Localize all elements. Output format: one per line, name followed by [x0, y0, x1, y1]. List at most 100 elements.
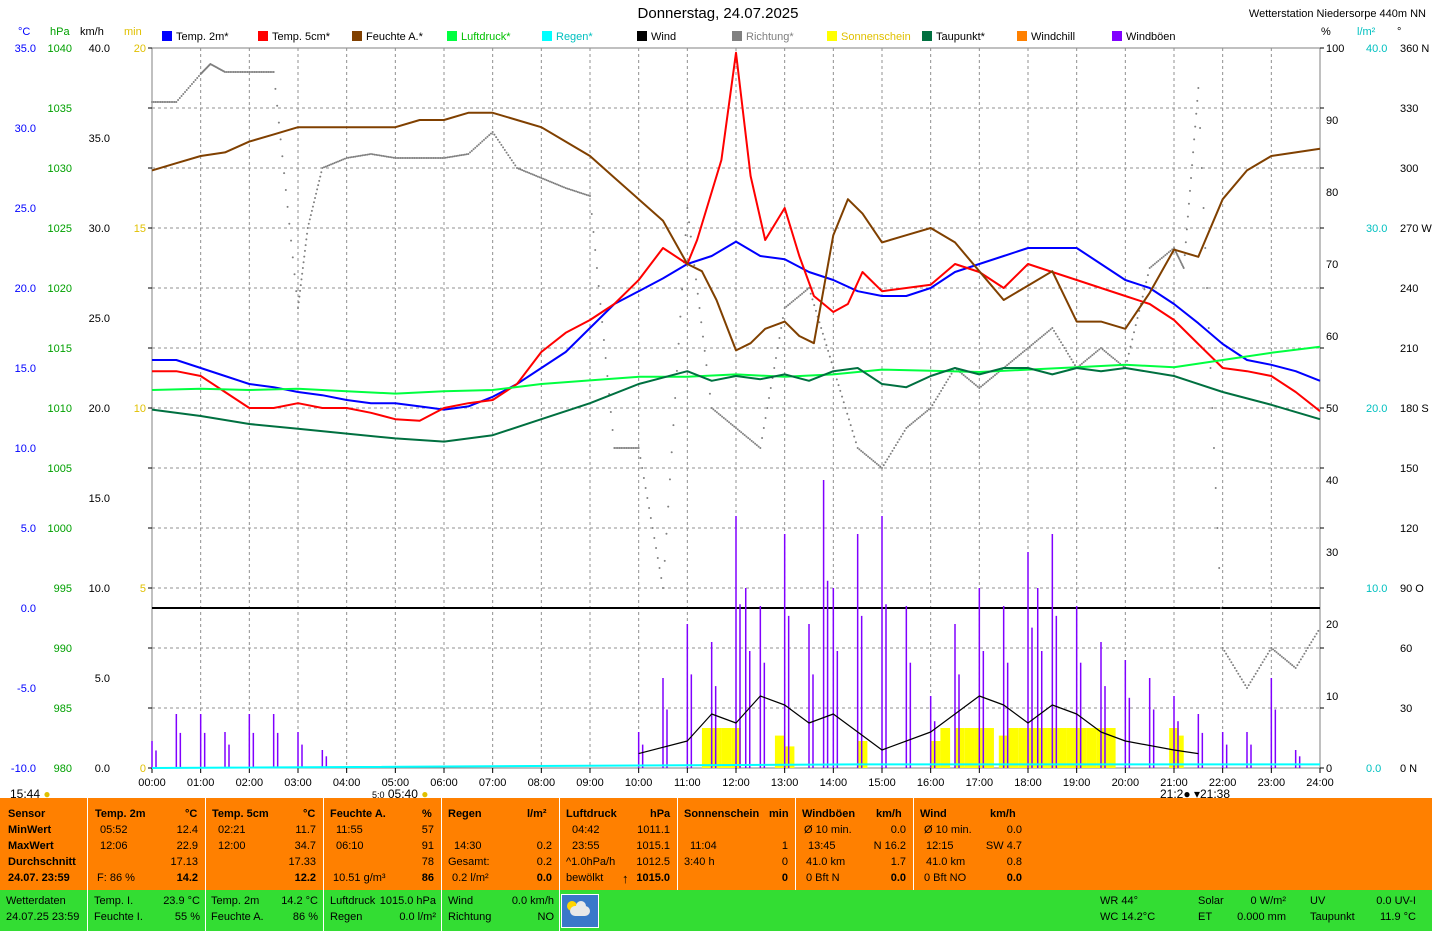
direction-point: [423, 157, 426, 159]
direction-point: [748, 438, 751, 441]
direction-point: [1317, 629, 1320, 632]
direction-point: [375, 153, 378, 156]
divider: [205, 890, 206, 931]
direction-point: [1037, 338, 1040, 341]
direction-point: [929, 407, 932, 409]
moon-icon: ●: [1183, 787, 1191, 801]
direction-point: [759, 447, 762, 449]
direction-point: [413, 157, 416, 159]
direction-point: [811, 298, 814, 301]
direction-point: [307, 222, 310, 225]
direction-point: [601, 321, 604, 323]
luftdruck-min-val: 1011.1: [637, 824, 670, 836]
rain_lm2-tick-label: 10.0: [1366, 583, 1387, 595]
wetterdaten-time: 24.07.25 23:59: [6, 911, 80, 923]
direction-point: [620, 447, 623, 449]
direction-point: [463, 153, 466, 156]
direction_deg-tick-label: 300: [1400, 163, 1418, 175]
direction_deg-tick-label: 30: [1400, 703, 1412, 715]
direction-point: [903, 429, 906, 432]
direction-point: [1169, 249, 1172, 252]
direction-point: [580, 192, 583, 195]
direction-point: [1159, 258, 1162, 261]
direction-point: [510, 159, 513, 162]
temp5cm-max-val: 34.7: [294, 840, 316, 852]
x-tick-label: 01:00: [187, 777, 215, 789]
direction-point: [783, 307, 786, 309]
direction-point: [794, 298, 797, 301]
direction-point: [651, 527, 654, 529]
boeen-now-label: 0 Bft N: [806, 872, 840, 884]
direction-point: [813, 304, 816, 307]
direction-point: [297, 301, 300, 304]
direction-point: [762, 427, 765, 429]
legend-label: Wind: [651, 31, 677, 43]
x-tick-label: 17:00: [966, 777, 994, 789]
humidity-axis-unit: %: [1321, 26, 1331, 38]
direction-point: [184, 91, 187, 93]
direction-point: [995, 372, 998, 375]
direction-point: [719, 414, 722, 417]
direction-point: [646, 497, 649, 499]
temp2m-now-label: F: 86 %: [97, 872, 135, 884]
direction-point: [1182, 267, 1185, 269]
direction-point: [750, 439, 753, 442]
direction-point: [1275, 651, 1278, 654]
direction-point: [1150, 265, 1153, 268]
direction-point: [609, 411, 612, 413]
direction-point: [568, 188, 571, 191]
direction-point: [905, 427, 908, 429]
direction-point: [429, 157, 432, 159]
direction-point: [962, 374, 965, 377]
legend-label: Luftdruck*: [461, 31, 511, 43]
direction-point: [1101, 348, 1104, 351]
sonne-unit: min: [769, 808, 789, 820]
direction-point: [622, 447, 625, 449]
direction-point: [192, 81, 195, 83]
direction-point: [418, 157, 421, 159]
direction-point: [1226, 655, 1229, 658]
direction-point: [585, 193, 588, 196]
temp_c-tick-label: 30.0: [15, 123, 36, 135]
direction-point: [774, 357, 777, 359]
divider: [323, 890, 324, 931]
direction-point: [359, 154, 362, 157]
direction-point: [156, 101, 159, 103]
direction-point: [297, 307, 299, 309]
direction-point: [993, 374, 996, 377]
rain-axis-unit: l/m²: [1357, 26, 1376, 38]
direction-point: [736, 428, 739, 431]
direction-point: [304, 244, 307, 247]
direction-point: [500, 143, 503, 146]
direction-point: [298, 295, 301, 298]
direction-point: [731, 424, 734, 427]
wind-axis-unit: km/h: [80, 26, 104, 38]
direction-point: [187, 87, 190, 89]
direction-point: [1103, 349, 1106, 352]
direction-point: [229, 71, 232, 73]
direction-point: [1028, 345, 1031, 348]
wind-now-label: 0 Bft NO: [924, 872, 967, 884]
legend-item: Taupunkt*: [922, 31, 985, 45]
direction-point: [1148, 267, 1151, 269]
direction-point: [1060, 341, 1063, 344]
direction-point: [792, 299, 795, 302]
direction-point: [522, 169, 525, 172]
direction_deg-tick-label: 270 W: [1400, 223, 1432, 235]
divider: [441, 798, 442, 890]
legend-swatch: [352, 31, 362, 41]
direction-point: [456, 154, 459, 157]
wind-r0-val: 0.0: [1006, 824, 1022, 836]
direction-point: [293, 273, 296, 276]
x-tick-label: 20:00: [1112, 777, 1140, 789]
direction-point: [1093, 352, 1096, 355]
direction-point: [1214, 487, 1217, 489]
rain_lm2-tick-label: 30.0: [1366, 223, 1387, 235]
direction-point: [1065, 349, 1068, 352]
humidity_pct-tick-label: 30: [1326, 547, 1338, 559]
direction-point: [311, 205, 314, 208]
direction-point: [449, 155, 452, 158]
direction-point: [408, 157, 411, 159]
direction-point: [1127, 352, 1130, 355]
direction-point: [778, 337, 781, 339]
